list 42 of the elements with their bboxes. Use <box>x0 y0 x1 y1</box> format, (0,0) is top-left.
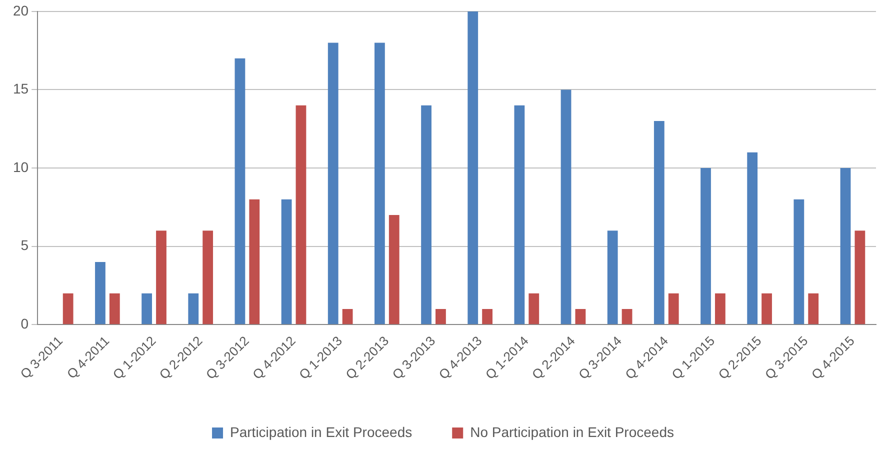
y-tick-label: 20 <box>12 2 29 18</box>
bar <box>281 199 292 324</box>
bar <box>421 105 432 324</box>
bar <box>62 293 74 324</box>
y-tick-label: 15 <box>12 80 29 97</box>
y-tick-label: 5 <box>20 237 29 254</box>
bar <box>607 230 618 324</box>
bar <box>468 11 478 324</box>
bar <box>747 152 758 324</box>
legend-label: Participation in Exit Proceeds <box>230 424 412 440</box>
bar <box>249 199 260 324</box>
bar <box>142 293 152 324</box>
legend-label: No Participation in Exit Proceeds <box>470 424 674 440</box>
bar <box>156 230 166 324</box>
bar <box>374 42 385 324</box>
bar <box>482 308 492 324</box>
bar <box>794 199 804 324</box>
bar <box>296 105 306 324</box>
bar <box>700 168 711 324</box>
bar <box>808 293 819 324</box>
bar <box>188 293 199 324</box>
bar <box>342 308 353 324</box>
bar <box>528 293 540 324</box>
bar <box>328 42 338 324</box>
bar <box>514 105 525 324</box>
bar <box>654 121 664 324</box>
y-tick-label: 0 <box>20 316 29 332</box>
y-tick-label: 10 <box>12 158 29 175</box>
bar <box>714 293 726 324</box>
bar <box>202 230 214 324</box>
bar <box>109 293 120 324</box>
bar <box>436 308 446 324</box>
bar <box>762 293 772 324</box>
bar <box>575 308 586 324</box>
bar <box>622 308 632 324</box>
bar <box>668 293 679 324</box>
bar <box>388 215 400 324</box>
bar <box>840 168 851 324</box>
bar <box>560 90 572 324</box>
bar <box>854 230 866 324</box>
bar <box>95 262 106 324</box>
bar <box>234 58 246 324</box>
